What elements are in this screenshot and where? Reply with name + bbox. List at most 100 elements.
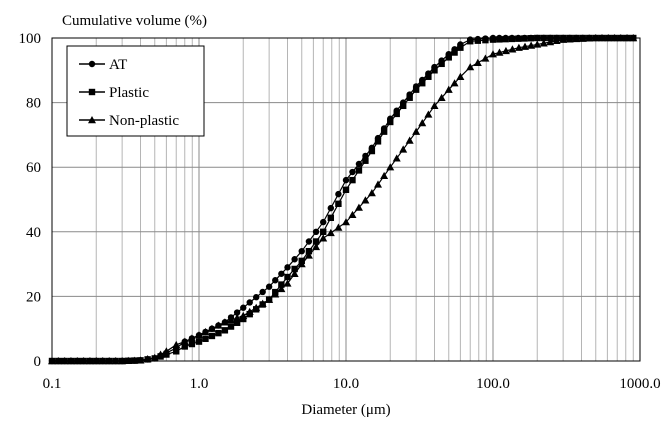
series-non-plastic: [48, 34, 638, 365]
data-point-non-plastic: [591, 34, 600, 42]
data-point-non-plastic: [380, 171, 389, 180]
data-point-at: [355, 160, 363, 168]
data-point-plastic: [502, 35, 509, 43]
data-point-plastic: [457, 44, 464, 51]
data-point-non-plastic: [60, 357, 69, 365]
data-point-plastic: [291, 265, 298, 273]
data-point-plastic: [534, 34, 541, 42]
data-point-non-plastic: [444, 85, 453, 93]
data-point-at: [312, 228, 320, 235]
x-axis-title: Diameter (μm): [301, 402, 390, 418]
data-point-at: [335, 190, 342, 198]
data-point-non-plastic: [430, 101, 439, 110]
data-point-non-plastic: [239, 311, 248, 319]
data-point-plastic: [284, 273, 291, 281]
data-point-non-plastic: [456, 72, 465, 80]
data-point-plastic: [208, 332, 216, 340]
data-point-non-plastic: [297, 260, 306, 268]
data-point-plastic: [380, 128, 388, 135]
data-point-plastic: [181, 343, 188, 350]
data-point-non-plastic: [616, 34, 625, 42]
data-point-non-plastic: [334, 223, 343, 231]
data-point-plastic: [374, 138, 382, 145]
data-point-non-plastic: [265, 295, 274, 303]
data-point-plastic: [335, 200, 342, 208]
data-point-plastic: [527, 35, 535, 42]
data-point-non-plastic: [546, 38, 555, 46]
data-point-non-plastic: [98, 357, 107, 365]
data-point-non-plastic: [283, 279, 292, 287]
data-point-non-plastic: [79, 357, 88, 365]
data-point-non-plastic: [495, 48, 504, 56]
x-tick-label: 10.0: [333, 376, 359, 392]
data-point-plastic: [163, 351, 170, 358]
data-point-non-plastic: [342, 218, 350, 226]
data-point-non-plastic: [585, 34, 594, 42]
series-group: [48, 34, 638, 365]
data-point-plastic: [362, 157, 369, 164]
data-point-non-plastic: [156, 350, 165, 358]
legend-item-at: AT: [79, 57, 127, 73]
legend-marker-at: [88, 60, 96, 68]
data-point-plastic: [312, 238, 320, 245]
data-point-non-plastic: [124, 356, 133, 364]
data-point-non-plastic: [118, 357, 127, 365]
data-point-non-plastic: [629, 34, 638, 42]
data-point-plastic: [387, 118, 394, 126]
data-point-non-plastic: [319, 234, 328, 242]
data-point-non-plastic: [405, 136, 414, 144]
data-point-plastic: [240, 315, 247, 323]
data-point-non-plastic: [367, 189, 376, 197]
data-point-non-plastic: [85, 357, 94, 365]
data-point-at: [272, 277, 279, 284]
tick-labels: 0.1 1.0 10.0 100.0 1000.0 0 20 40 60 80 100: [19, 31, 661, 392]
data-point-non-plastic: [514, 43, 523, 51]
data-point-plastic: [320, 228, 327, 235]
y-tick-label: 20: [26, 289, 41, 305]
legend: AT Plastic Non-plastic: [66, 45, 205, 137]
data-point-non-plastic: [233, 313, 242, 322]
data-point-plastic: [431, 67, 438, 74]
data-point-plastic: [305, 247, 313, 255]
data-point-non-plastic: [136, 356, 145, 364]
legend-label-plastic: Plastic: [109, 85, 149, 101]
data-point-plastic: [515, 35, 522, 42]
data-point-plastic: [173, 348, 180, 355]
data-point-non-plastic: [473, 58, 482, 66]
x-tick-label: 1.0: [190, 376, 209, 392]
data-point-non-plastic: [172, 340, 181, 349]
data-point-at: [305, 238, 313, 245]
legend-item-non-plastic: Non-plastic: [79, 113, 179, 129]
data-point-non-plastic: [450, 79, 459, 87]
data-point-non-plastic: [201, 327, 210, 336]
y-tick-label: 100: [19, 31, 42, 47]
data-point-non-plastic: [258, 299, 267, 307]
data-point-non-plastic: [326, 228, 335, 237]
data-point-plastic: [451, 49, 458, 56]
data-point-non-plastic: [207, 324, 216, 332]
data-point-plastic: [349, 176, 356, 184]
data-point-at: [320, 218, 327, 226]
data-point-plastic: [215, 329, 222, 337]
data-point-plastic: [438, 60, 445, 68]
data-point-non-plastic: [604, 34, 613, 42]
data-point-non-plastic: [424, 110, 433, 118]
data-point-non-plastic: [374, 180, 383, 188]
data-point-plastic: [278, 281, 285, 288]
data-point-plastic: [195, 338, 203, 345]
data-point-non-plastic: [501, 46, 510, 55]
data-point-non-plastic: [598, 34, 607, 42]
data-point-non-plastic: [277, 284, 286, 293]
y-tick-label: 40: [26, 225, 41, 241]
data-point-at: [284, 264, 291, 271]
data-point-at: [259, 288, 266, 296]
data-point-non-plastic: [533, 40, 542, 48]
data-point-at: [349, 168, 356, 176]
data-point-plastic: [521, 35, 528, 42]
data-point-plastic: [540, 34, 547, 42]
x-tick-label: 0.1: [43, 376, 62, 392]
data-point-plastic: [467, 38, 474, 45]
data-point-plastic: [227, 323, 235, 330]
data-point-at: [246, 299, 253, 306]
data-point-at: [278, 270, 285, 277]
